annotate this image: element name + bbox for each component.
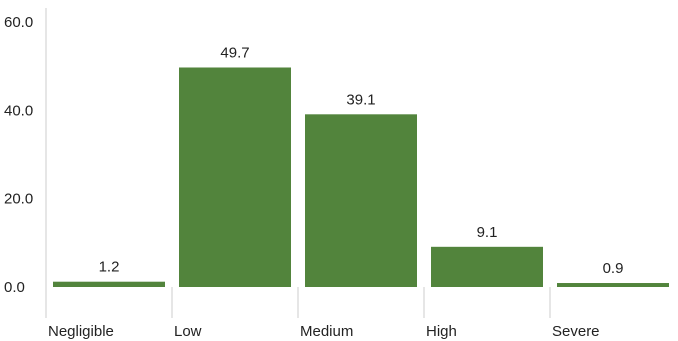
y-tick-label: 0.0 [4,279,25,296]
x-tick-label: Medium [300,323,353,340]
bar-severe [557,283,669,287]
y-axis: 0.0 20.0 40.0 60.0 [4,8,46,318]
data-label: 49.7 [220,44,249,61]
y-tick-label: 20.0 [4,191,33,208]
x-tick-label: Severe [552,323,600,340]
x-axis: Negligible Low Medium High Severe [48,287,600,340]
data-label: 39.1 [346,91,375,108]
x-tick-label: High [426,323,457,340]
data-label: 1.2 [99,259,120,276]
bars: 1.2 49.7 39.1 9.1 0.9 [53,44,669,287]
y-tick-label: 40.0 [4,102,33,119]
x-tick-label: Negligible [48,323,114,340]
data-label: 9.1 [477,224,498,241]
data-label: 0.9 [603,260,624,277]
y-tick-label: 60.0 [4,14,33,31]
bar-negligible [53,282,165,287]
bar-low [179,67,291,287]
bar-high [431,247,543,287]
x-tick-label: Low [174,323,202,340]
bar-medium [305,114,417,287]
